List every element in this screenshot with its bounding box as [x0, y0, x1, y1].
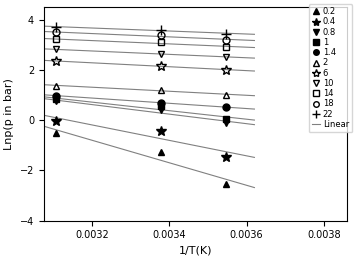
Legend: 0.2, 0.4, 0.8, 1, 1.4, 2, 6, 10, 14, 18, 22, Linear: 0.2, 0.4, 0.8, 1, 1.4, 2, 6, 10, 14, 18,…: [309, 4, 352, 132]
X-axis label: 1/T(K): 1/T(K): [179, 246, 212, 256]
Y-axis label: Lnp(p in bar): Lnp(p in bar): [4, 78, 14, 150]
